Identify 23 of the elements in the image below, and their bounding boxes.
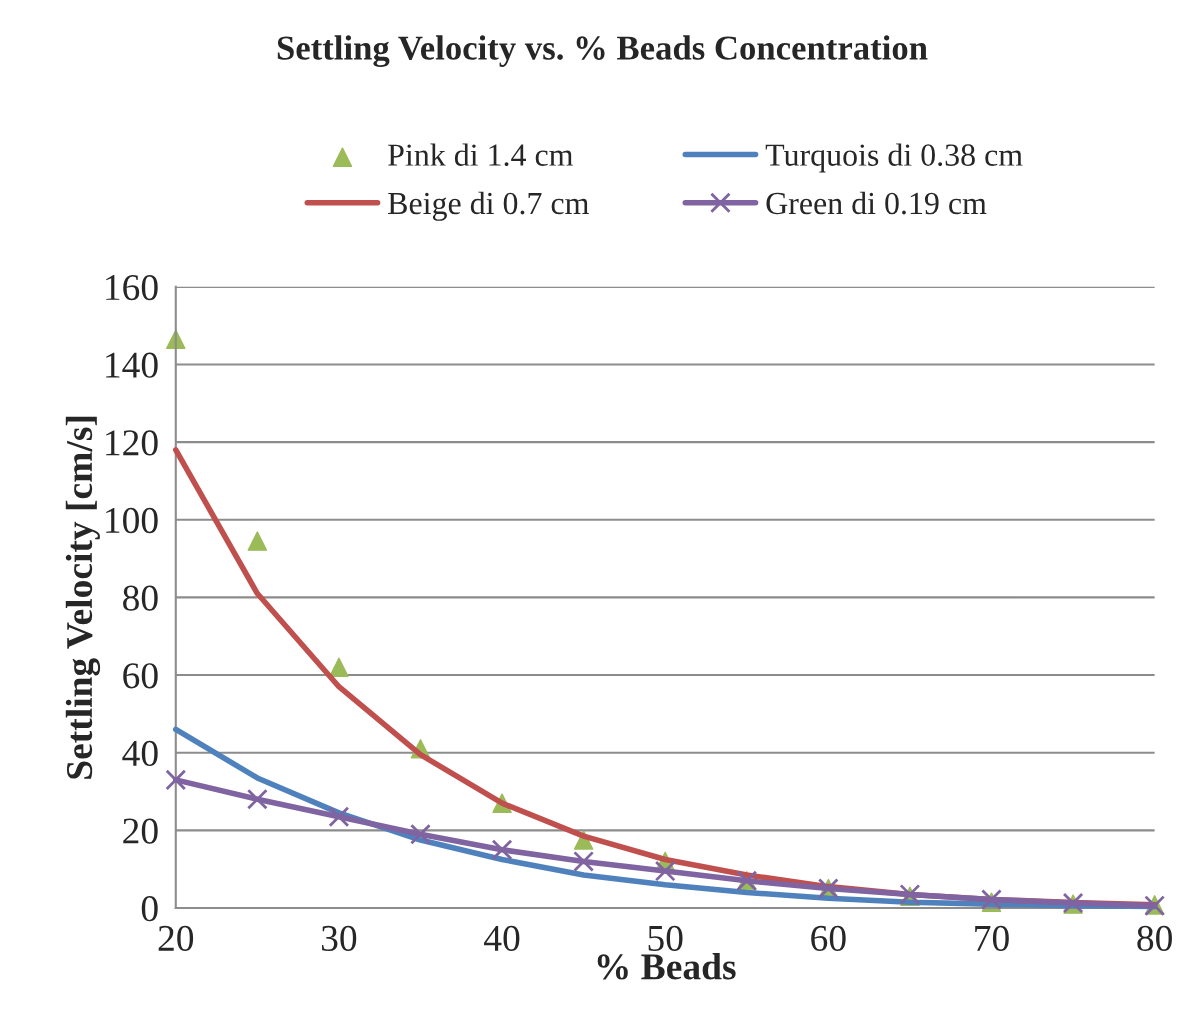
y-tick-label: 140: [106, 352, 158, 378]
y-tick-label: 120: [106, 430, 158, 456]
y-tick-label: 80: [123, 585, 158, 611]
x-tick-label: 50: [648, 925, 683, 952]
x-tick-label: 40: [484, 925, 520, 952]
legend-label: Pink di 1.4 cm: [388, 143, 574, 167]
x-tick-label: 30: [321, 925, 357, 952]
y-axis-title: Settling Velocity [cm/s]: [65, 416, 101, 779]
chart-title: Settling Velocity vs. % Beads Concentration: [277, 35, 928, 68]
legend-label: Beige di 0.7 cm: [388, 191, 589, 221]
x-tick-label: 60: [811, 925, 846, 952]
y-tick-label: 40: [122, 740, 158, 767]
y-tick-label: 160: [106, 274, 158, 301]
y-tick-label: 60: [123, 663, 158, 689]
y-tick-label: 20: [123, 818, 158, 844]
legend-label: Green di 0.19 cm: [766, 191, 987, 215]
y-tick-label: 100: [106, 507, 158, 534]
x-tick-label: 80: [1137, 925, 1172, 952]
x-tick-label: 20: [158, 925, 194, 952]
y-tick-label: 0: [141, 896, 158, 922]
x-axis-title: % Beads: [597, 953, 736, 980]
legend-label: Turquois di 0.38 cm: [765, 143, 1023, 173]
x-tick-label: 70: [975, 925, 1009, 952]
